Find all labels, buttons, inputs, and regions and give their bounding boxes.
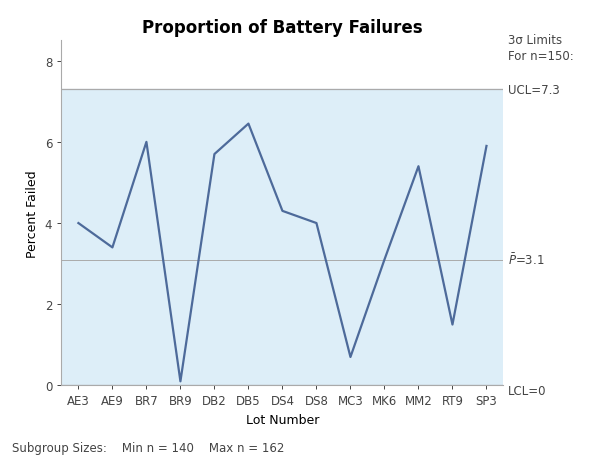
X-axis label: Lot Number: Lot Number <box>246 413 319 426</box>
Text: Subgroup Sizes:    Min n = 140    Max n = 162: Subgroup Sizes: Min n = 140 Max n = 162 <box>12 442 285 454</box>
Text: $\bar{P}$=3.1: $\bar{P}$=3.1 <box>508 252 545 268</box>
Text: LCL=0: LCL=0 <box>508 384 546 397</box>
Title: Proportion of Battery Failures: Proportion of Battery Failures <box>142 19 423 37</box>
Bar <box>61 90 503 386</box>
Text: UCL=7.3: UCL=7.3 <box>508 84 559 96</box>
Y-axis label: Percent Failed: Percent Failed <box>26 170 39 257</box>
Text: 3σ Limits
For n=150:: 3σ Limits For n=150: <box>508 34 573 62</box>
